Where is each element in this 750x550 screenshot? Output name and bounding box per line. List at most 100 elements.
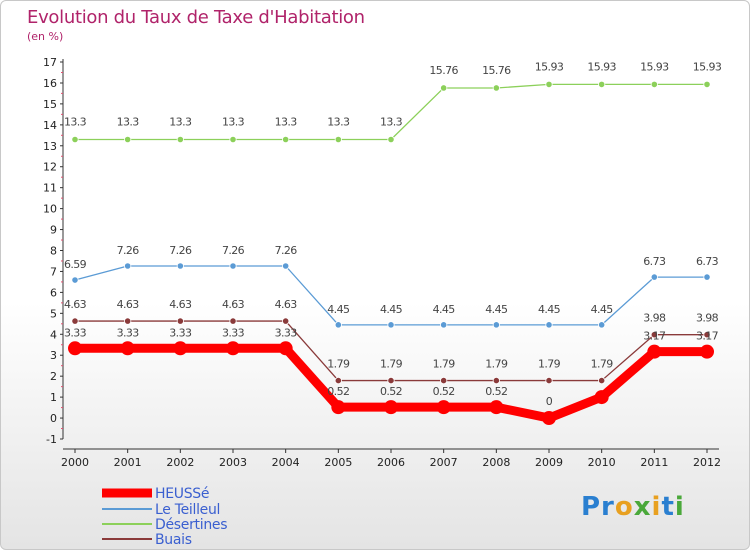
x-tick-label: 2009 (535, 456, 563, 469)
data-point (334, 376, 342, 385)
data-point (598, 321, 606, 329)
data-label: 4.45 (591, 303, 614, 316)
legend-label: Buais (155, 532, 192, 548)
data-label: 1.79 (327, 358, 350, 371)
data-point (229, 135, 237, 144)
y-tick-label: 4 (50, 328, 57, 341)
y-tick-label: 17 (43, 56, 57, 69)
legend-label: Désertines (155, 517, 227, 533)
data-label: 6.59 (64, 258, 87, 271)
y-tick-label: 13 (43, 140, 57, 153)
data-label: 15.93 (535, 60, 564, 73)
data-label: 4.45 (538, 303, 561, 316)
data-label: 13.3 (169, 115, 192, 128)
chart-title: Evolution du Taux de Taxe d'Habitation (27, 7, 365, 28)
data-point (387, 376, 395, 385)
data-point (440, 321, 448, 329)
data-point (124, 317, 132, 325)
data-point (650, 273, 658, 281)
x-tick-label: 2001 (114, 456, 142, 469)
data-point (545, 376, 553, 385)
data-label: 3.98 (696, 312, 719, 325)
data-label: 13.3 (327, 115, 350, 128)
data-label: 15.93 (693, 60, 722, 73)
data-label: 1.79 (433, 358, 456, 371)
data-label: 1.79 (380, 358, 403, 371)
y-tick-label: 9 (50, 224, 57, 237)
data-point (282, 317, 290, 325)
x-tick-label: 2012 (693, 456, 721, 469)
data-label: 4.63 (64, 298, 87, 311)
data-point (226, 341, 240, 356)
data-point (331, 400, 346, 415)
data-label: 0.52 (433, 385, 455, 398)
data-label: 4.45 (380, 303, 403, 316)
data-label: 3.17 (643, 330, 666, 343)
data-label: 1.79 (538, 358, 561, 371)
data-label: 3.33 (222, 326, 245, 339)
data-label: 3.17 (696, 330, 719, 343)
x-tick-label: 2008 (482, 456, 510, 469)
data-label: 13.3 (275, 115, 298, 128)
data-point (173, 341, 188, 356)
data-point (124, 135, 132, 144)
x-tick-label: 2004 (272, 456, 300, 469)
unit-label: (en %) (27, 30, 64, 43)
data-label: 13.3 (117, 115, 140, 128)
data-point (229, 317, 237, 325)
data-point (436, 400, 451, 415)
data-point (542, 411, 556, 426)
proxiti-logo: Proxiti (581, 492, 685, 522)
y-tick-label: 16 (43, 77, 57, 90)
data-label: 3.33 (169, 326, 192, 339)
data-point (545, 80, 553, 89)
data-label: 7.26 (169, 244, 192, 257)
x-tick-label: 2005 (324, 456, 352, 469)
data-label: 4.63 (169, 298, 192, 311)
legend-label: HEUSSé (155, 486, 209, 502)
data-label: 13.3 (222, 115, 245, 128)
data-point (387, 135, 395, 144)
data-label: 4.63 (222, 298, 245, 311)
data-label: 3.33 (64, 326, 87, 339)
data-label: 1.79 (591, 358, 614, 371)
data-point (489, 400, 504, 415)
data-label: 0.52 (380, 385, 402, 398)
data-point (650, 80, 658, 89)
data-label: 4.45 (485, 303, 508, 316)
data-label: 13.3 (380, 115, 403, 128)
data-point (492, 84, 500, 92)
data-point (598, 376, 606, 385)
data-label: 15.93 (640, 60, 669, 73)
y-tick-label: -1 (46, 433, 57, 446)
data-point (440, 84, 448, 92)
data-label: 0.52 (485, 385, 507, 398)
data-point (68, 341, 82, 356)
data-label: 6.73 (696, 255, 719, 268)
x-tick-label: 2000 (61, 456, 89, 469)
x-tick-label: 2003 (219, 456, 247, 469)
data-label: 0.52 (327, 385, 349, 398)
data-point (229, 262, 237, 270)
data-point (594, 390, 609, 405)
data-point (545, 321, 553, 329)
data-label: 15.76 (482, 64, 511, 77)
data-point (176, 135, 184, 144)
data-point (282, 262, 290, 270)
x-tick-label: 2006 (377, 456, 405, 469)
y-tick-label: 11 (43, 182, 57, 195)
data-point (598, 80, 606, 89)
data-point (176, 317, 184, 325)
data-label: 15.76 (429, 64, 458, 77)
y-tick-label: 1 (50, 391, 57, 404)
data-point (703, 273, 711, 281)
y-tick-label: 10 (43, 203, 57, 216)
series-line-2 (74, 83, 708, 141)
y-tick-label: 3 (50, 349, 57, 362)
data-point (492, 376, 500, 385)
data-label: 3.33 (275, 326, 298, 339)
data-point (176, 262, 184, 270)
data-label: 15.93 (587, 60, 616, 73)
